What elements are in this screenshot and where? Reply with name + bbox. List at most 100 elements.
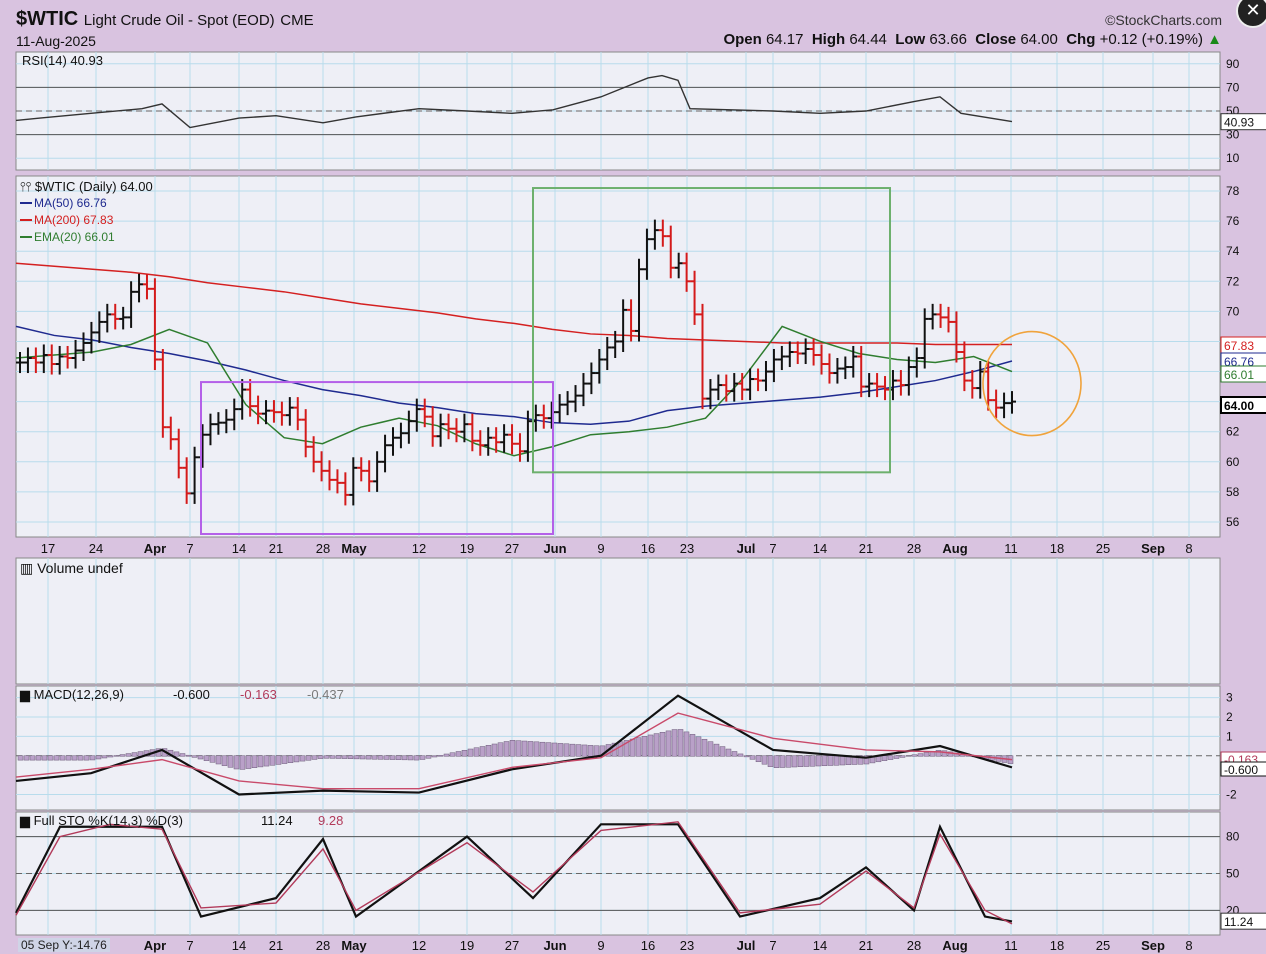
x-tick-label: 9 [597, 541, 604, 556]
macd-histogram-bar [131, 752, 138, 757]
macd-series-line [15, 712, 1013, 790]
macd-histogram-bar [911, 754, 918, 757]
sto-series-line [15, 823, 1013, 923]
price-bar [936, 303, 945, 328]
macd-histogram-bar [107, 755, 114, 758]
price-bar [857, 345, 866, 398]
price-bar [785, 341, 794, 368]
price-bar [309, 436, 318, 473]
price-bar [761, 361, 770, 392]
price-bar [182, 457, 191, 504]
x-tick-label-bottom: 18 [1050, 938, 1064, 953]
x-tick-label: May [341, 541, 367, 556]
price-bar [95, 311, 104, 343]
price-bar [944, 306, 953, 333]
annotation-circle [982, 330, 1082, 437]
y-tick-label: 70 [1226, 80, 1240, 94]
price-bar [325, 460, 334, 491]
price-bar [269, 400, 278, 423]
price-bar [214, 412, 223, 435]
y-tick-label: 80 [1226, 830, 1240, 844]
macd-histogram-bar [593, 745, 600, 757]
x-tick-label: 27 [505, 541, 519, 556]
y-tick-label: 1 [1226, 729, 1233, 743]
price-bar [468, 413, 477, 452]
x-tick-label: Sep [1141, 541, 1165, 556]
macd-histogram-bar [335, 755, 342, 759]
price-bar [174, 428, 183, 479]
x-tick-label-bottom: May [341, 938, 367, 953]
price-bar [881, 376, 890, 401]
price-bar [801, 338, 810, 365]
x-tick-label-bottom: 25 [1096, 938, 1110, 953]
x-tick-label-bottom: 7 [769, 938, 776, 953]
price-bar [706, 379, 715, 410]
stockcharts-logo[interactable]: ©StockCharts.com [1105, 12, 1222, 28]
chart-date: 11-Aug-2025 [16, 33, 96, 49]
macd-histogram-bar [59, 755, 66, 761]
annotation-rectangle [200, 381, 554, 535]
price-bar [817, 344, 826, 375]
macd-histogram-bar [287, 755, 294, 764]
x-tick-label: 17 [41, 541, 55, 556]
x-tick-label: 12 [412, 541, 426, 556]
close-icon[interactable]: ✕ [1236, 0, 1266, 28]
macd-histogram-bar [185, 754, 192, 757]
price-bar [650, 219, 659, 250]
macd-histogram-bar [887, 755, 894, 760]
macd-histogram-bar [389, 755, 396, 760]
macd-histogram-bar [173, 751, 180, 757]
price-bar [349, 457, 358, 506]
macd-histogram-bar [515, 740, 522, 757]
symbol: $WTIC [16, 8, 79, 30]
macd-histogram-bar [491, 743, 498, 757]
macd-histogram-bar [449, 752, 456, 757]
price-bar [500, 424, 509, 453]
price-tag-label: 64.00 [1224, 399, 1254, 413]
macd-histogram-bar [689, 734, 696, 757]
macd-histogram-bar [629, 738, 636, 757]
x-tick-label-bottom: 21 [269, 938, 283, 953]
price-bar [698, 303, 707, 410]
macd-histogram-bar [557, 743, 564, 757]
price-bar [793, 341, 802, 365]
macd-histogram-bar [833, 755, 840, 766]
sto-title-value: 11.24 [261, 813, 293, 828]
price-bar [301, 409, 310, 458]
price-bar [714, 374, 723, 401]
price-bar [238, 379, 247, 420]
macd-histogram-bar [935, 750, 942, 757]
macd-histogram-bar [899, 755, 906, 758]
price-bar [333, 469, 342, 494]
macd-histogram-bar [623, 740, 630, 757]
chart-header: $WTIC Light Crude Oil - Spot (EOD) CME 1… [0, 0, 1266, 50]
macd-histogram-bar [923, 752, 930, 757]
macd-histogram-bar [17, 755, 24, 761]
macd-histogram-bar [827, 755, 834, 766]
price-bar [635, 258, 644, 342]
macd-histogram-bar [257, 755, 264, 768]
y-tick-label: 30 [1226, 128, 1240, 142]
price-bar [135, 273, 144, 303]
macd-histogram-bar [359, 755, 366, 760]
macd-histogram-bar [179, 753, 186, 757]
x-tick-label: Aug [942, 541, 967, 556]
ema20-line [15, 325, 1013, 457]
price-bar [357, 457, 366, 482]
macd-histogram-bar [371, 755, 378, 760]
price-bar [865, 373, 874, 398]
macd-histogram-bar [797, 755, 804, 767]
price-bar [730, 373, 739, 402]
macd-histogram-bar [467, 748, 474, 757]
macd-histogram-bar [53, 755, 60, 761]
price-y-tick: 76 [1226, 214, 1240, 228]
macd-histogram-bar [239, 755, 246, 770]
x-tick-label-bottom: 21 [859, 938, 873, 953]
macd-histogram-bar [251, 755, 258, 768]
macd-histogram-bar [299, 755, 306, 762]
legend-entry: MA(50) 66.76 [34, 196, 107, 210]
macd-histogram-bar [701, 738, 708, 757]
macd-histogram-bar [563, 743, 570, 757]
macd-histogram-bar [881, 755, 888, 761]
